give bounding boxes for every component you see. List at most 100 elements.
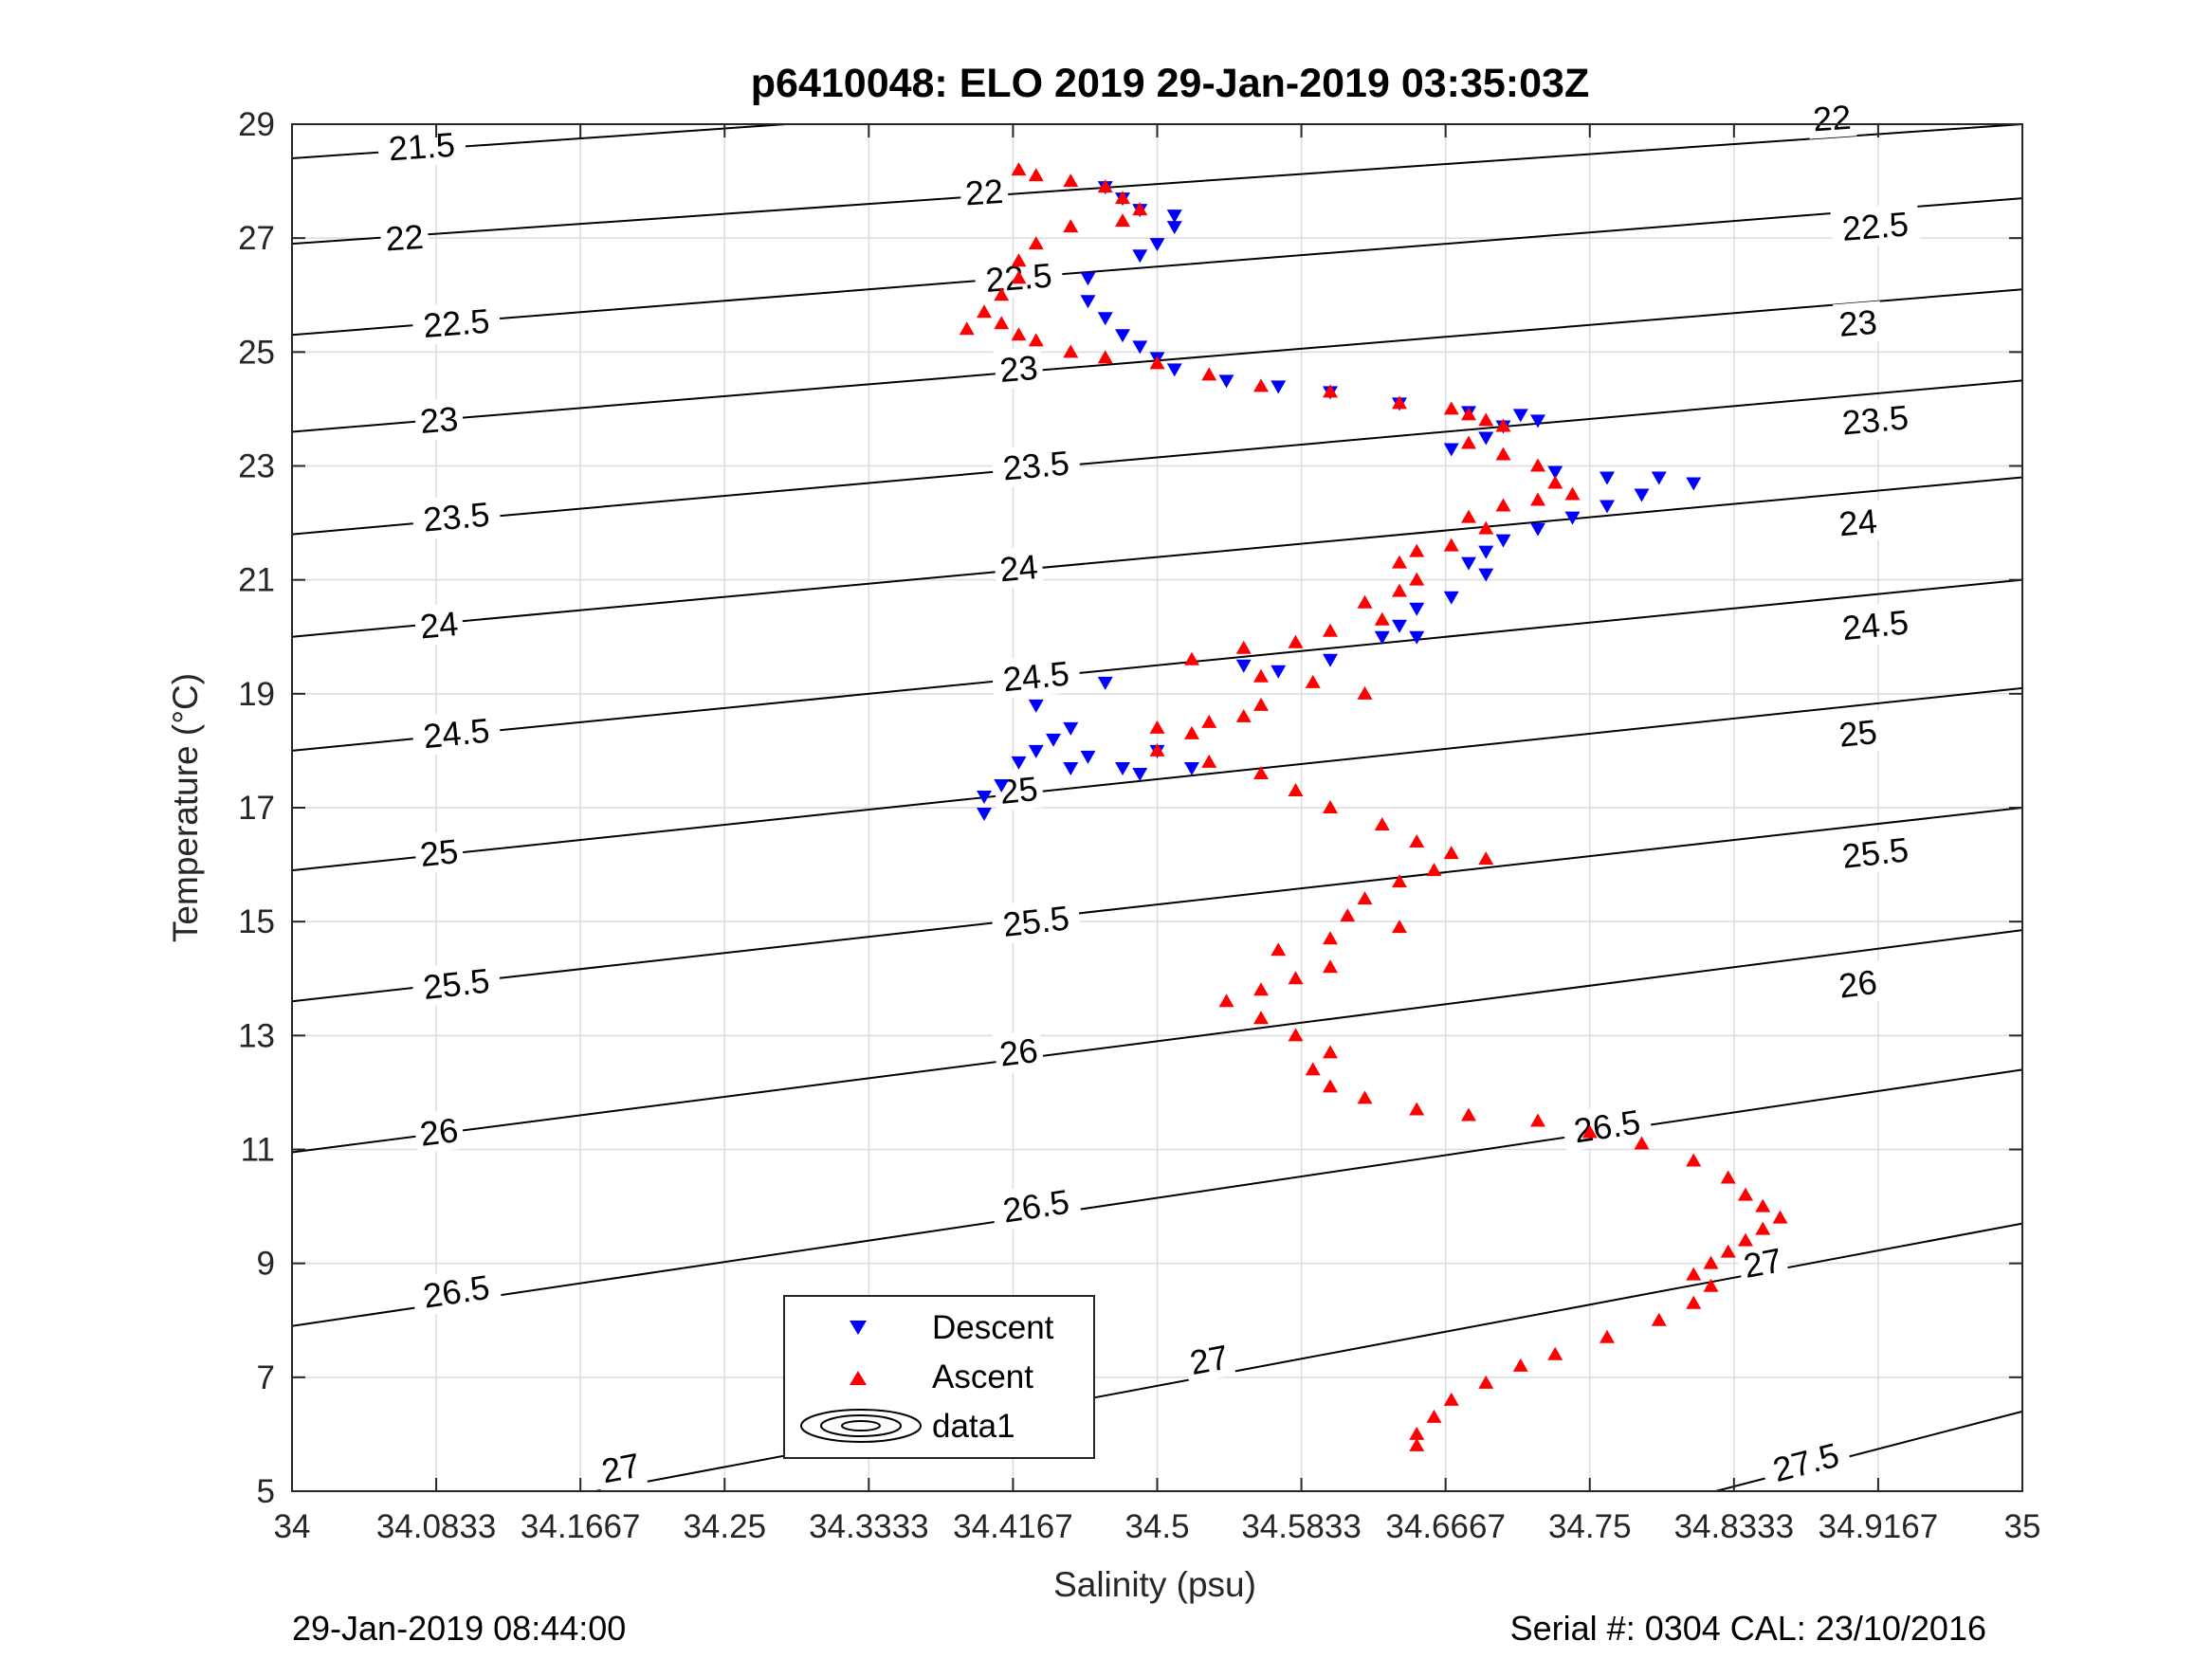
descent-point — [1478, 568, 1494, 582]
ascent-point — [1392, 583, 1407, 597]
descent-point — [1132, 249, 1148, 264]
ascent-point — [1235, 640, 1252, 654]
y-axis-label: Temperature (°C) — [166, 673, 205, 942]
ascent-point — [1357, 1090, 1373, 1104]
y-tick-label: 23 — [238, 448, 275, 485]
x-tick-label: 34.9167 — [1819, 1508, 1939, 1545]
ascent-point — [1305, 674, 1321, 688]
ascent-point — [1063, 344, 1079, 358]
isopycnal-label: 22.5 — [411, 299, 502, 346]
descent-point — [1409, 630, 1425, 645]
ascent-point — [1409, 1426, 1425, 1440]
isopycnal-label: 22 — [379, 215, 430, 259]
descent-point — [1218, 374, 1234, 389]
ascent-point — [1409, 1102, 1425, 1116]
isopycnal-label: 25 — [412, 830, 466, 875]
isopycnal-label-bg — [1806, 96, 1857, 139]
ascent-point — [1478, 851, 1494, 866]
ascent-point — [1426, 1409, 1442, 1423]
descent-point — [977, 790, 992, 804]
ascent-point — [1149, 720, 1165, 734]
descent-point — [1478, 545, 1494, 559]
descent-point — [1115, 761, 1130, 775]
descent-point — [1149, 238, 1165, 252]
x-tick-label: 34.4167 — [953, 1508, 1073, 1545]
legend-ascent-label: Ascent — [932, 1358, 1033, 1395]
isopycnal-label-text: 22 — [964, 172, 1005, 213]
isopycnal-label: 23.5 — [411, 492, 502, 540]
ascent-point — [1600, 1329, 1615, 1343]
descent-point — [1530, 522, 1545, 537]
ascent-point — [1738, 1187, 1753, 1201]
isopycnal-label-text: 23 — [998, 348, 1039, 390]
ascent-point — [1495, 447, 1511, 461]
ascent-point — [1409, 572, 1425, 586]
ascent-point — [1392, 920, 1407, 934]
chart-title: p6410048: ELO 2019 29-Jan-2019 03:35:03Z — [751, 61, 1589, 106]
descent-point — [1547, 465, 1563, 480]
ascent-point — [1011, 270, 1027, 284]
isopycnal-line — [291, 929, 2023, 1154]
descent-point — [1323, 653, 1338, 667]
isopycnal-label: 25.5 — [411, 958, 503, 1009]
ascent-point — [1443, 538, 1459, 552]
isopycnal-label-text: 24 — [998, 547, 1040, 590]
ascent-point — [1097, 350, 1113, 364]
isopycnal-labels: 21.522222222.522.522.523232323.523.523.5… — [376, 96, 1921, 1492]
isopycnal-label-text: 22 — [1812, 98, 1853, 139]
ascent-point — [1478, 1375, 1494, 1389]
ascent-point — [1478, 520, 1494, 535]
isopycnal-label-bg — [993, 767, 1045, 812]
ascent-point — [1253, 765, 1269, 779]
ascent-point — [1063, 173, 1079, 188]
isopycnal-line — [291, 123, 2023, 246]
isopycnal-label: 26 — [412, 1108, 466, 1155]
ascent-point — [1374, 611, 1390, 626]
isopycnal-line — [291, 578, 2023, 752]
ascent-point — [1755, 1198, 1771, 1212]
y-tick-label: 13 — [238, 1017, 275, 1054]
descent-point — [1063, 761, 1079, 775]
ascent-point — [1443, 1392, 1459, 1406]
ascent-point — [1184, 725, 1199, 739]
ascent-point — [1323, 1079, 1338, 1093]
isopycnal-label-text: 23 — [418, 399, 459, 441]
ascent-point — [1478, 412, 1494, 427]
ascent-point — [994, 287, 1010, 301]
isopycnal-label: 26.5 — [1561, 1099, 1654, 1152]
ascent-point — [1323, 800, 1338, 813]
ascent-point — [1149, 356, 1165, 370]
ascent-point — [1288, 971, 1304, 985]
ascent-point — [1703, 1278, 1719, 1292]
isopycnal-label-text: 26.5 — [421, 1267, 492, 1316]
isopycnal-label: 23.5 — [990, 441, 1082, 489]
isopycnal-label: 23.5 — [1830, 395, 1921, 444]
isopycnal-label: 26.5 — [410, 1265, 503, 1318]
plot-area: 21.522222222.522.522.523232323.523.523.5… — [238, 96, 2040, 1545]
descent-point — [1600, 471, 1615, 485]
descent-point — [1166, 210, 1182, 224]
ascent-point — [1686, 1267, 1702, 1281]
y-tick-label: 11 — [241, 1132, 275, 1169]
y-tick-label: 21 — [238, 562, 275, 599]
isopycnal-label-text: 26.5 — [1571, 1103, 1642, 1151]
isopycnal-label: 24 — [413, 602, 465, 647]
ascent-point — [1461, 435, 1476, 449]
isopycnal-label: 26 — [1832, 960, 1884, 1007]
ascent-point — [1288, 782, 1304, 796]
descent-point — [1011, 756, 1027, 770]
descent-point — [1478, 431, 1494, 446]
isopycnal-label-text: 23.5 — [1840, 397, 1910, 442]
ascent-point — [1253, 668, 1269, 683]
descent-point — [1271, 665, 1287, 679]
isopycnal-line — [291, 1068, 2023, 1327]
isopycnal-line — [291, 197, 2023, 337]
isopycnal-label: 24.5 — [1829, 600, 1921, 649]
ascent-point — [1409, 834, 1425, 848]
isopycnal-label-text: 24 — [418, 604, 460, 647]
footer-serial-cal: Serial #: 0304 CAL: 23/10/2016 — [1510, 1609, 1986, 1648]
isopycnal-line — [291, 686, 2023, 872]
descent-point — [1512, 409, 1528, 423]
descent-point — [1080, 750, 1096, 764]
ascent-point — [1323, 384, 1338, 398]
